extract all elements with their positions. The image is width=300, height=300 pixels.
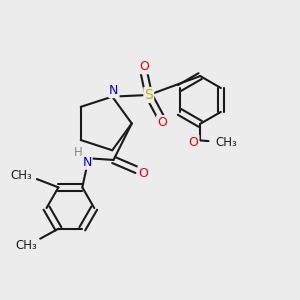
Text: O: O	[138, 167, 148, 180]
Text: N: N	[109, 84, 119, 97]
Text: O: O	[189, 136, 199, 148]
Text: CH₃: CH₃	[215, 136, 237, 148]
Text: N: N	[82, 156, 92, 169]
Text: CH₃: CH₃	[10, 169, 32, 182]
Text: O: O	[157, 116, 167, 129]
Text: H: H	[74, 146, 82, 159]
Text: O: O	[139, 60, 149, 73]
Text: CH₃: CH₃	[15, 239, 37, 252]
Text: S: S	[144, 88, 153, 102]
